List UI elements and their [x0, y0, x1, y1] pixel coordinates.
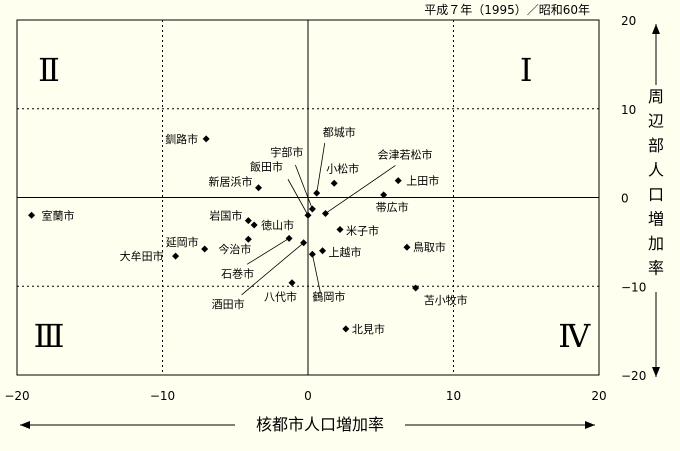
y-tick-label: 0 [621, 192, 629, 206]
data-label: 上田市 [406, 174, 439, 188]
data-label: 八代市 [264, 290, 297, 304]
data-point [313, 189, 321, 197]
y-axis-title-char: 人 [648, 161, 664, 180]
leader-line [294, 164, 313, 210]
quadrant-label-I: Ⅰ [520, 51, 533, 89]
data-point [336, 225, 344, 233]
data-point [342, 325, 350, 333]
x-tick-label: 0 [304, 389, 312, 403]
y-axis-title-char: 率 [648, 259, 664, 278]
x-axis-title-group: 核都市人口増加率 [20, 415, 595, 434]
data-label: 苫小牧市 [424, 293, 468, 307]
y-tick-label: −10 [621, 280, 646, 294]
x-tick-label: −20 [4, 389, 29, 403]
y-tick-label: 10 [621, 103, 636, 117]
leader-line [287, 179, 309, 216]
data-point [244, 217, 252, 225]
data-label: 上越市 [329, 245, 362, 259]
leader-line [316, 142, 326, 194]
y-tick-label: 20 [621, 14, 636, 28]
leader-lines [241, 142, 396, 296]
data-label: 鶴岡市 [312, 289, 345, 303]
data-label: 延岡市 [166, 235, 199, 249]
leader-line [325, 165, 396, 214]
y-axis-title-group: 周辺部人口増加率 [648, 24, 664, 377]
y-tick-label: −20 [621, 369, 646, 383]
data-label: 北見市 [352, 322, 385, 336]
data-label: 都城市 [323, 125, 356, 139]
data-point [202, 135, 210, 143]
data-point [28, 211, 36, 219]
quadrant-label-IV: Ⅳ [558, 317, 591, 355]
x-tick-label: 20 [591, 389, 606, 403]
data-label: 会津若松市 [377, 147, 432, 161]
data-label: 鳥取市 [413, 240, 446, 254]
data-point [403, 243, 411, 251]
data-label: 徳山市 [261, 218, 294, 232]
y-axis-title-char: 部 [648, 136, 664, 155]
data-label: 飯田市 [250, 159, 283, 173]
data-point [244, 235, 252, 243]
data-point [285, 234, 293, 242]
data-label: 帯広市 [376, 200, 409, 214]
y-axis-title: 周辺部人口増加率 [648, 87, 664, 278]
data-label: 米子市 [346, 223, 379, 237]
data-point [394, 177, 402, 185]
data-label: 石巻市 [221, 266, 254, 280]
data-label: 小松市 [326, 161, 359, 175]
leader-line [311, 254, 321, 293]
leader-line [241, 242, 304, 296]
data-point [172, 252, 180, 260]
quadrant-labels: Ⅰ Ⅱ Ⅲ Ⅳ [34, 51, 592, 355]
x-tick-label: 10 [446, 389, 461, 403]
data-point [308, 205, 316, 213]
data-label: 釧路市 [165, 132, 198, 146]
data-point [250, 221, 258, 229]
data-point [308, 250, 316, 258]
y-tick-labels: 20 10 0 −10 −20 [621, 14, 646, 383]
data-point [380, 191, 388, 199]
data-point [201, 245, 209, 253]
data-point [321, 209, 329, 217]
data-point [330, 179, 338, 187]
data-label: 大牟田市 [120, 249, 164, 263]
header-note: 平成７年（1995）／昭和60年 [424, 3, 590, 17]
data-point [304, 211, 312, 219]
y-axis-title-char: 増 [648, 210, 664, 229]
data-label: 酒田市 [212, 297, 245, 311]
x-tick-labels: −20 −10 0 10 20 [4, 389, 606, 403]
data-point [288, 279, 296, 287]
quadrant-label-III: Ⅲ [34, 317, 65, 355]
data-point [412, 284, 420, 292]
y-axis-title-char: 口 [648, 185, 664, 204]
y-axis-title-char: 加 [648, 234, 664, 253]
x-tick-label: −10 [150, 389, 175, 403]
y-axis-title-char: 辺 [648, 112, 664, 131]
data-label: 今治市 [218, 242, 251, 256]
leader-line [246, 237, 290, 265]
x-axis-title: 核都市人口増加率 [256, 415, 384, 434]
data-point [255, 184, 263, 192]
data-label: 新居浜市 [209, 175, 253, 189]
data-point [300, 239, 308, 247]
y-axis-title-char: 周 [648, 87, 664, 106]
data-label: 岩国市 [209, 209, 242, 223]
data-point [319, 247, 327, 255]
data-label: 室蘭市 [42, 208, 75, 222]
data-label: 宇部市 [270, 145, 303, 159]
quadrant-label-II: Ⅱ [38, 51, 60, 89]
